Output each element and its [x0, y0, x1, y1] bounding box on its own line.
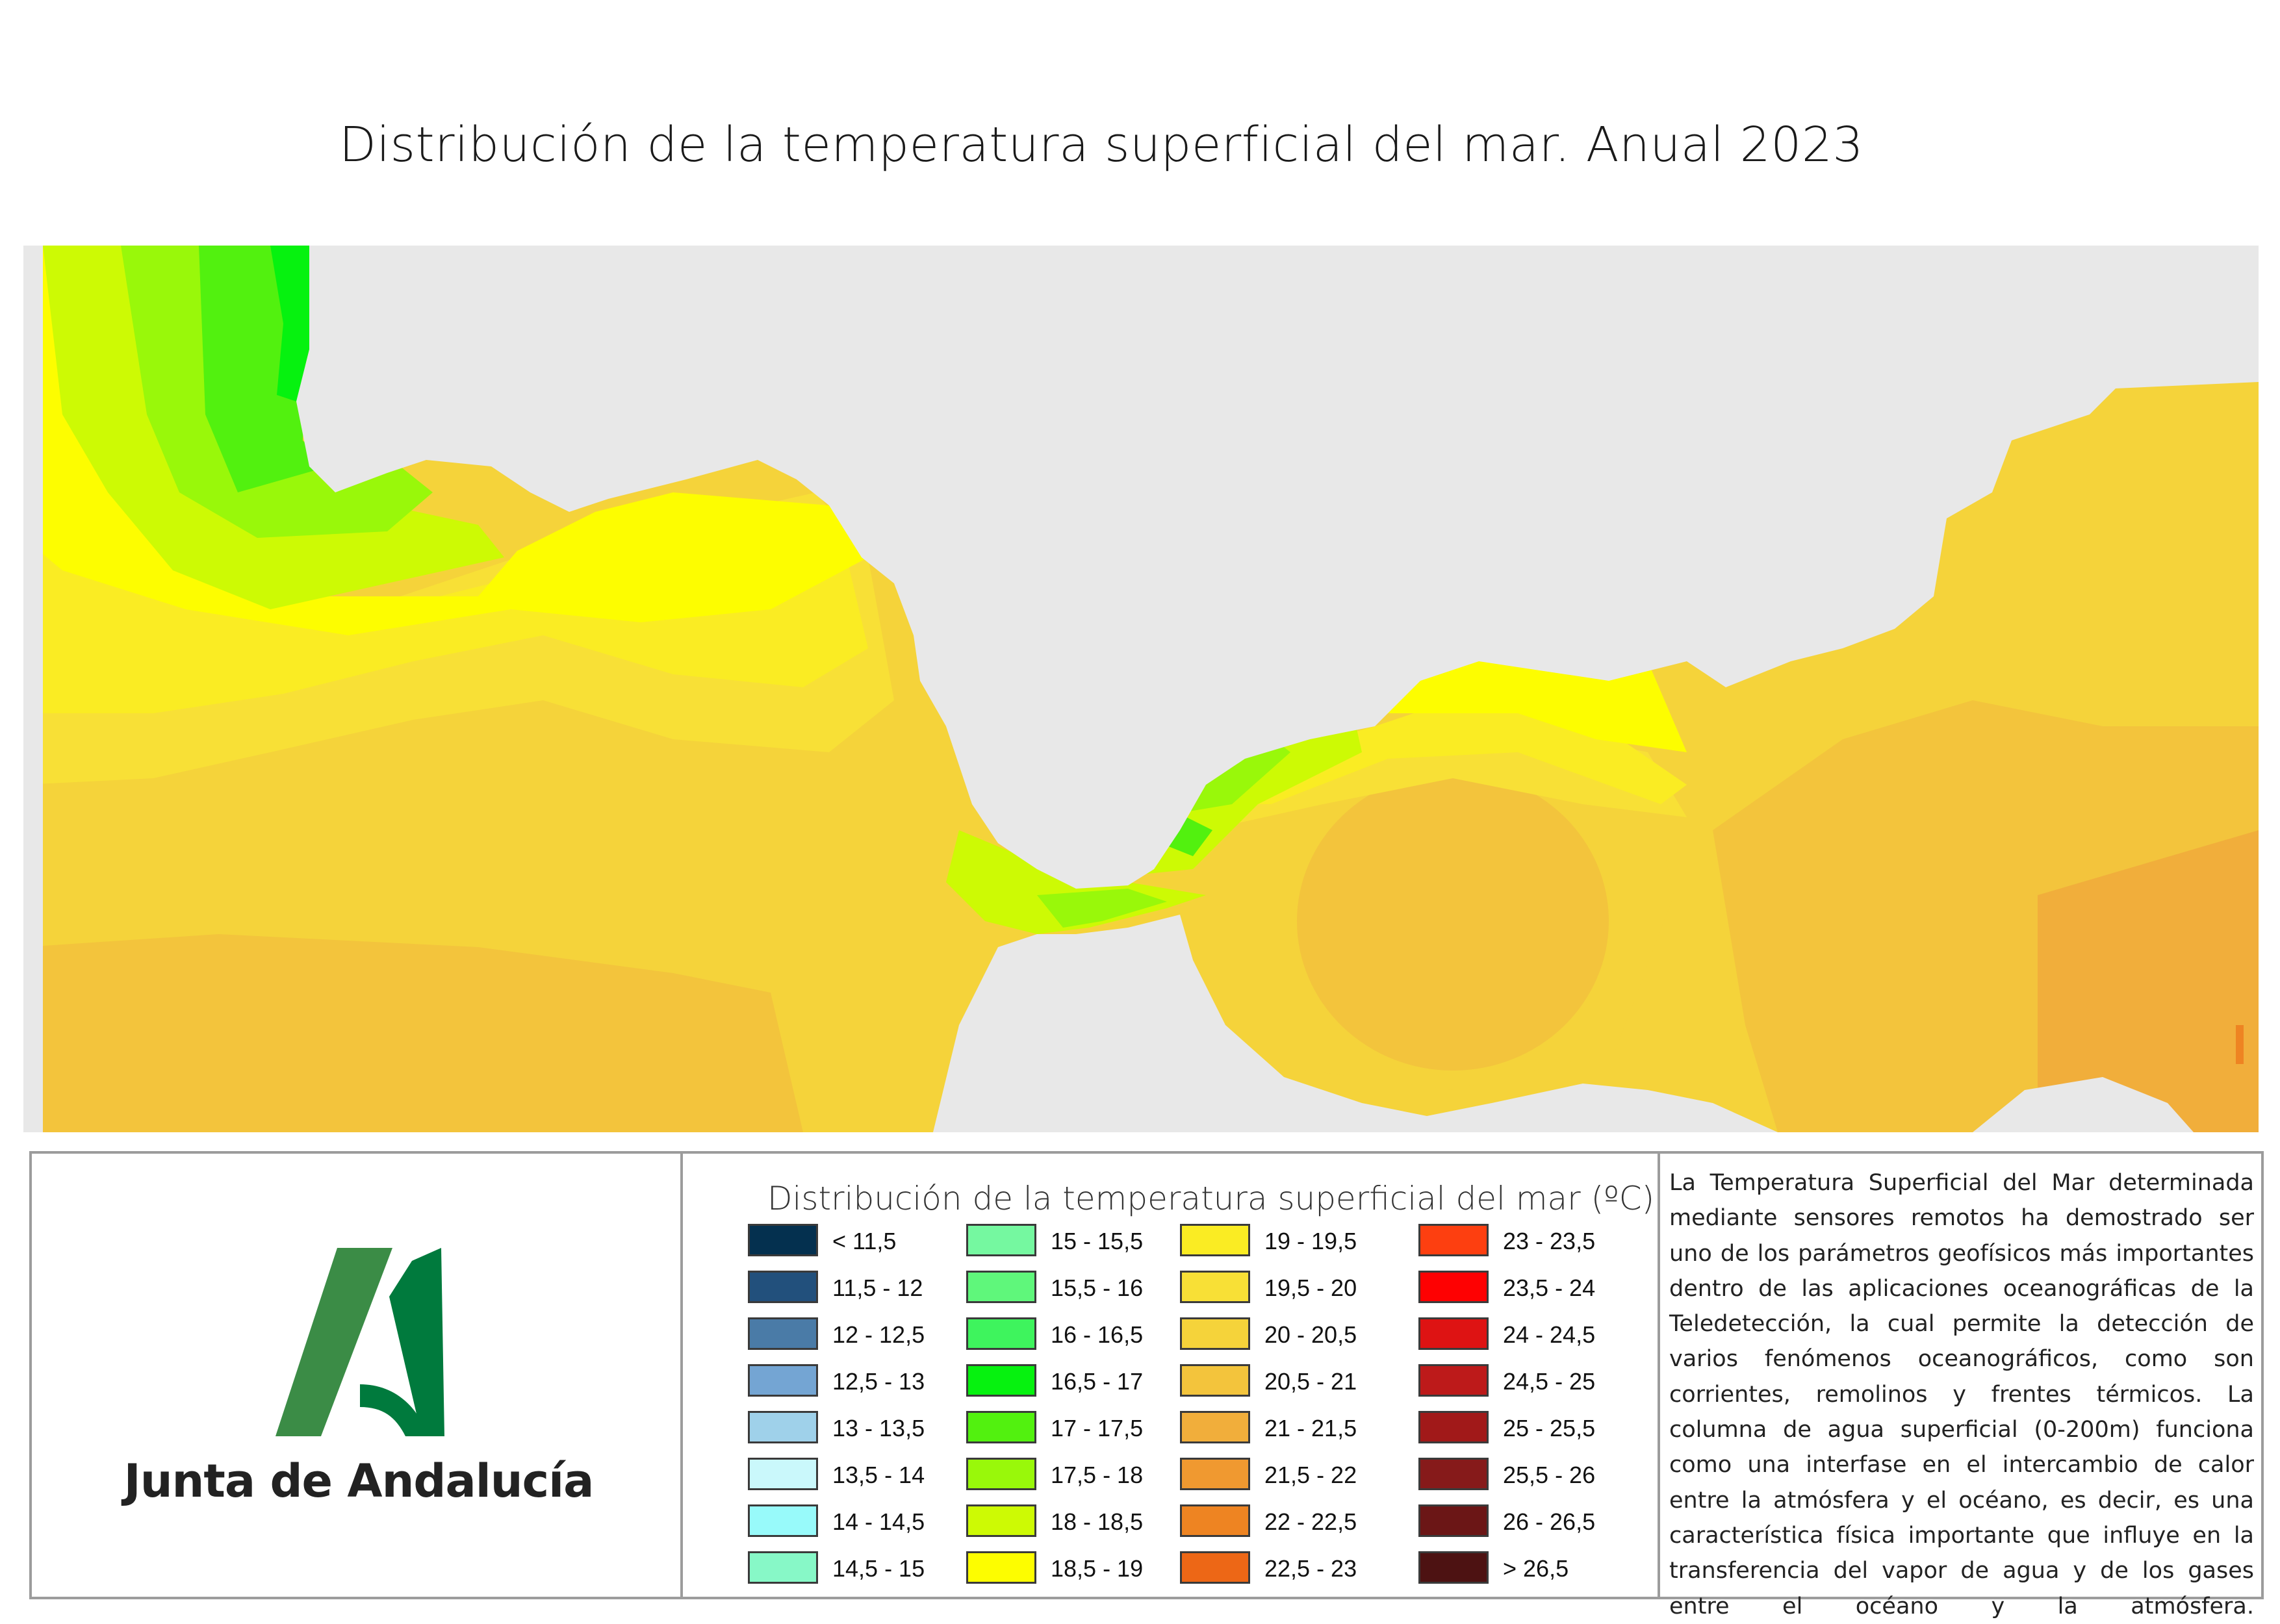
legend-swatch — [748, 1317, 818, 1350]
legend-swatch — [748, 1504, 818, 1537]
legend-swatch — [1180, 1458, 1250, 1490]
legend-swatch — [1180, 1364, 1250, 1397]
legend-label: 25,5 - 26 — [1503, 1462, 1596, 1488]
sea-temperature-map — [23, 246, 2259, 1132]
legend-label: 12 - 12,5 — [832, 1321, 925, 1348]
legend-panel: Distribución de la temperatura superfici… — [680, 1151, 1660, 1599]
legend-swatch — [748, 1551, 818, 1584]
legend-swatch — [1418, 1411, 1489, 1443]
logo-left-stroke — [275, 1248, 392, 1436]
legend-swatch — [1418, 1458, 1489, 1490]
legend-swatch — [966, 1271, 1036, 1303]
legend-label: 22 - 22,5 — [1264, 1508, 1357, 1535]
legend-swatch — [748, 1411, 818, 1443]
legend-label: 23,5 - 24 — [1503, 1275, 1596, 1301]
legend-label: 20,5 - 21 — [1264, 1368, 1357, 1395]
legend-label: 24,5 - 25 — [1503, 1368, 1596, 1395]
logo-curve — [360, 1384, 428, 1436]
legend-swatch — [1418, 1224, 1489, 1256]
alboran-band-17 — [1160, 817, 1212, 856]
legend-label: 21,5 - 22 — [1264, 1462, 1357, 1488]
legend-swatch — [966, 1458, 1036, 1490]
land-africa — [933, 915, 1778, 1132]
map-left-margin — [23, 246, 43, 1132]
legend-label: 14 - 14,5 — [832, 1508, 925, 1535]
legend-swatch — [966, 1224, 1036, 1256]
alboran-band-18-5 — [1388, 661, 1687, 752]
legend-swatch — [966, 1317, 1036, 1350]
land-iberia — [296, 246, 2259, 889]
legend-label: 13,5 - 14 — [832, 1462, 925, 1488]
legend-title: Distribución de la temperatura superfici… — [767, 1180, 1655, 1217]
legend-label: 15 - 15,5 — [1051, 1228, 1144, 1254]
legend-label: 26 - 26,5 — [1503, 1508, 1596, 1535]
legend-label: 18,5 - 19 — [1051, 1555, 1144, 1582]
legend-label: 16,5 - 17 — [1051, 1368, 1144, 1395]
legend-label: 11,5 - 12 — [832, 1275, 923, 1301]
legend-swatch — [966, 1411, 1036, 1443]
legend-swatch — [1180, 1411, 1250, 1443]
legend-label: 24 - 24,5 — [1503, 1321, 1596, 1348]
legend-label: 12,5 - 13 — [832, 1368, 925, 1395]
atlantic-band-18-5 — [23, 246, 868, 635]
legend-swatch — [1180, 1271, 1250, 1303]
warm-zone-atlantic — [23, 934, 803, 1132]
legend-label: 21 - 21,5 — [1264, 1415, 1357, 1441]
legend-swatch — [748, 1458, 818, 1490]
description-panel: La Temperatura Superficial del Mar deter… — [1658, 1151, 2264, 1619]
alboran-gyre-core — [1297, 772, 1609, 1071]
coast-band-16-5 — [270, 246, 316, 401]
logo-panel: Junta de Andalucía — [29, 1151, 683, 1599]
logo-text: Junta de Andalucía — [123, 1454, 595, 1508]
legend-swatch — [966, 1364, 1036, 1397]
legend-label: 14,5 - 15 — [832, 1555, 925, 1582]
legend-swatch — [966, 1551, 1036, 1584]
legend-label: 13 - 13,5 — [832, 1415, 925, 1441]
legend-swatch — [1418, 1504, 1489, 1537]
legend-swatch — [748, 1271, 818, 1303]
legend-swatch — [748, 1224, 818, 1256]
legend-label: 22,5 - 23 — [1264, 1555, 1357, 1582]
legend-label: > 26,5 — [1503, 1555, 1569, 1582]
legend-swatch — [1180, 1504, 1250, 1537]
description-text: La Temperatura Superficial del Mar deter… — [1669, 1170, 2254, 1619]
page-title: Distribución de la temperatura superfici… — [339, 117, 1864, 173]
legend-label: < 11,5 — [832, 1228, 897, 1254]
legend-label: 19 - 19,5 — [1264, 1228, 1357, 1254]
legend-label: 18 - 18,5 — [1051, 1508, 1144, 1535]
legend-swatch — [748, 1364, 818, 1397]
legend-label: 15,5 - 16 — [1051, 1275, 1144, 1301]
legend-swatch — [966, 1504, 1036, 1537]
east-warmest-zone — [2038, 830, 2259, 1132]
legend-swatch — [1418, 1364, 1489, 1397]
legend-label: 17,5 - 18 — [1051, 1462, 1144, 1488]
east-edge-hotspot — [2236, 1025, 2244, 1064]
legend-swatch — [1180, 1224, 1250, 1256]
legend-swatch — [1418, 1551, 1489, 1584]
legend-label: 20 - 20,5 — [1264, 1321, 1357, 1348]
legend-label: 25 - 25,5 — [1503, 1415, 1596, 1441]
legend-label: 23 - 23,5 — [1503, 1228, 1596, 1254]
legend-swatch — [1418, 1271, 1489, 1303]
legend-swatch — [1418, 1317, 1489, 1350]
logo-right-stroke — [389, 1248, 444, 1436]
legend-swatch — [1180, 1551, 1250, 1584]
strait-band-17-5 — [1037, 889, 1167, 928]
legend-label: 17 - 17,5 — [1051, 1415, 1144, 1441]
legend-swatch — [1180, 1317, 1250, 1350]
land-africa-east — [1973, 1077, 2194, 1132]
junta-de-andalucia-logo-icon — [275, 1248, 444, 1436]
legend-label: 16 - 16,5 — [1051, 1321, 1144, 1348]
legend-label: 19,5 - 20 — [1264, 1275, 1357, 1301]
